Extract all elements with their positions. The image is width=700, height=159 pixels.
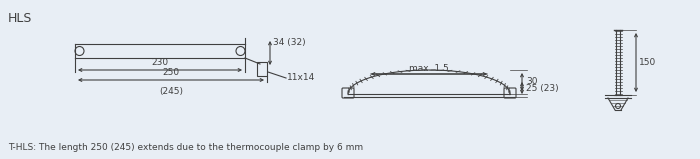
Text: 230: 230 <box>151 58 169 67</box>
Text: HLS: HLS <box>8 12 32 25</box>
Text: 250: 250 <box>162 68 180 77</box>
Text: 34 (32): 34 (32) <box>273 38 306 48</box>
Text: 150: 150 <box>639 58 657 67</box>
Text: (245): (245) <box>159 87 183 96</box>
Bar <box>257 62 267 76</box>
Text: 30: 30 <box>526 77 538 86</box>
Text: 25 (23): 25 (23) <box>526 83 559 93</box>
Text: T-HLS: The length 250 (245) extends due to the thermocouple clamp by 6 mm: T-HLS: The length 250 (245) extends due … <box>8 143 363 152</box>
Text: 11x14: 11x14 <box>287 73 315 83</box>
Text: max. 1.5: max. 1.5 <box>409 64 449 73</box>
